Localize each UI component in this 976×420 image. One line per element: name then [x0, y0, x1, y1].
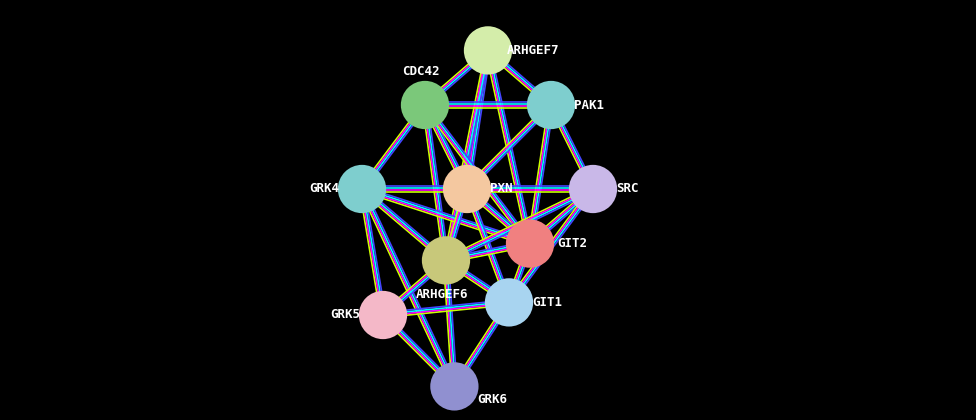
Text: CDC42: CDC42 [402, 65, 439, 78]
Text: PAK1: PAK1 [574, 99, 604, 111]
Text: SRC: SRC [616, 183, 638, 195]
Circle shape [402, 82, 448, 128]
Text: GIT1: GIT1 [532, 296, 562, 309]
Circle shape [444, 166, 490, 212]
Circle shape [528, 82, 574, 128]
Text: ARHGEF6: ARHGEF6 [416, 288, 468, 301]
Text: ARHGEF7: ARHGEF7 [507, 44, 559, 57]
Circle shape [431, 363, 477, 410]
Circle shape [507, 220, 553, 267]
Circle shape [360, 292, 406, 338]
Circle shape [339, 166, 386, 212]
Text: GRK4: GRK4 [308, 183, 339, 195]
Circle shape [486, 279, 532, 326]
Text: PXN: PXN [490, 183, 512, 195]
Circle shape [423, 237, 469, 284]
Text: GIT2: GIT2 [557, 237, 588, 250]
Circle shape [465, 27, 511, 74]
Circle shape [570, 166, 616, 212]
Text: GRK5: GRK5 [330, 309, 360, 321]
Text: GRK6: GRK6 [477, 393, 508, 406]
